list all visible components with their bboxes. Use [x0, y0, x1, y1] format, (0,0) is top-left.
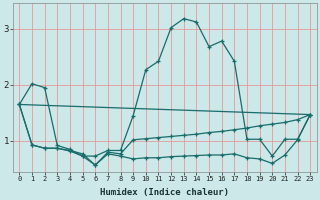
X-axis label: Humidex (Indice chaleur): Humidex (Indice chaleur)	[100, 188, 229, 197]
